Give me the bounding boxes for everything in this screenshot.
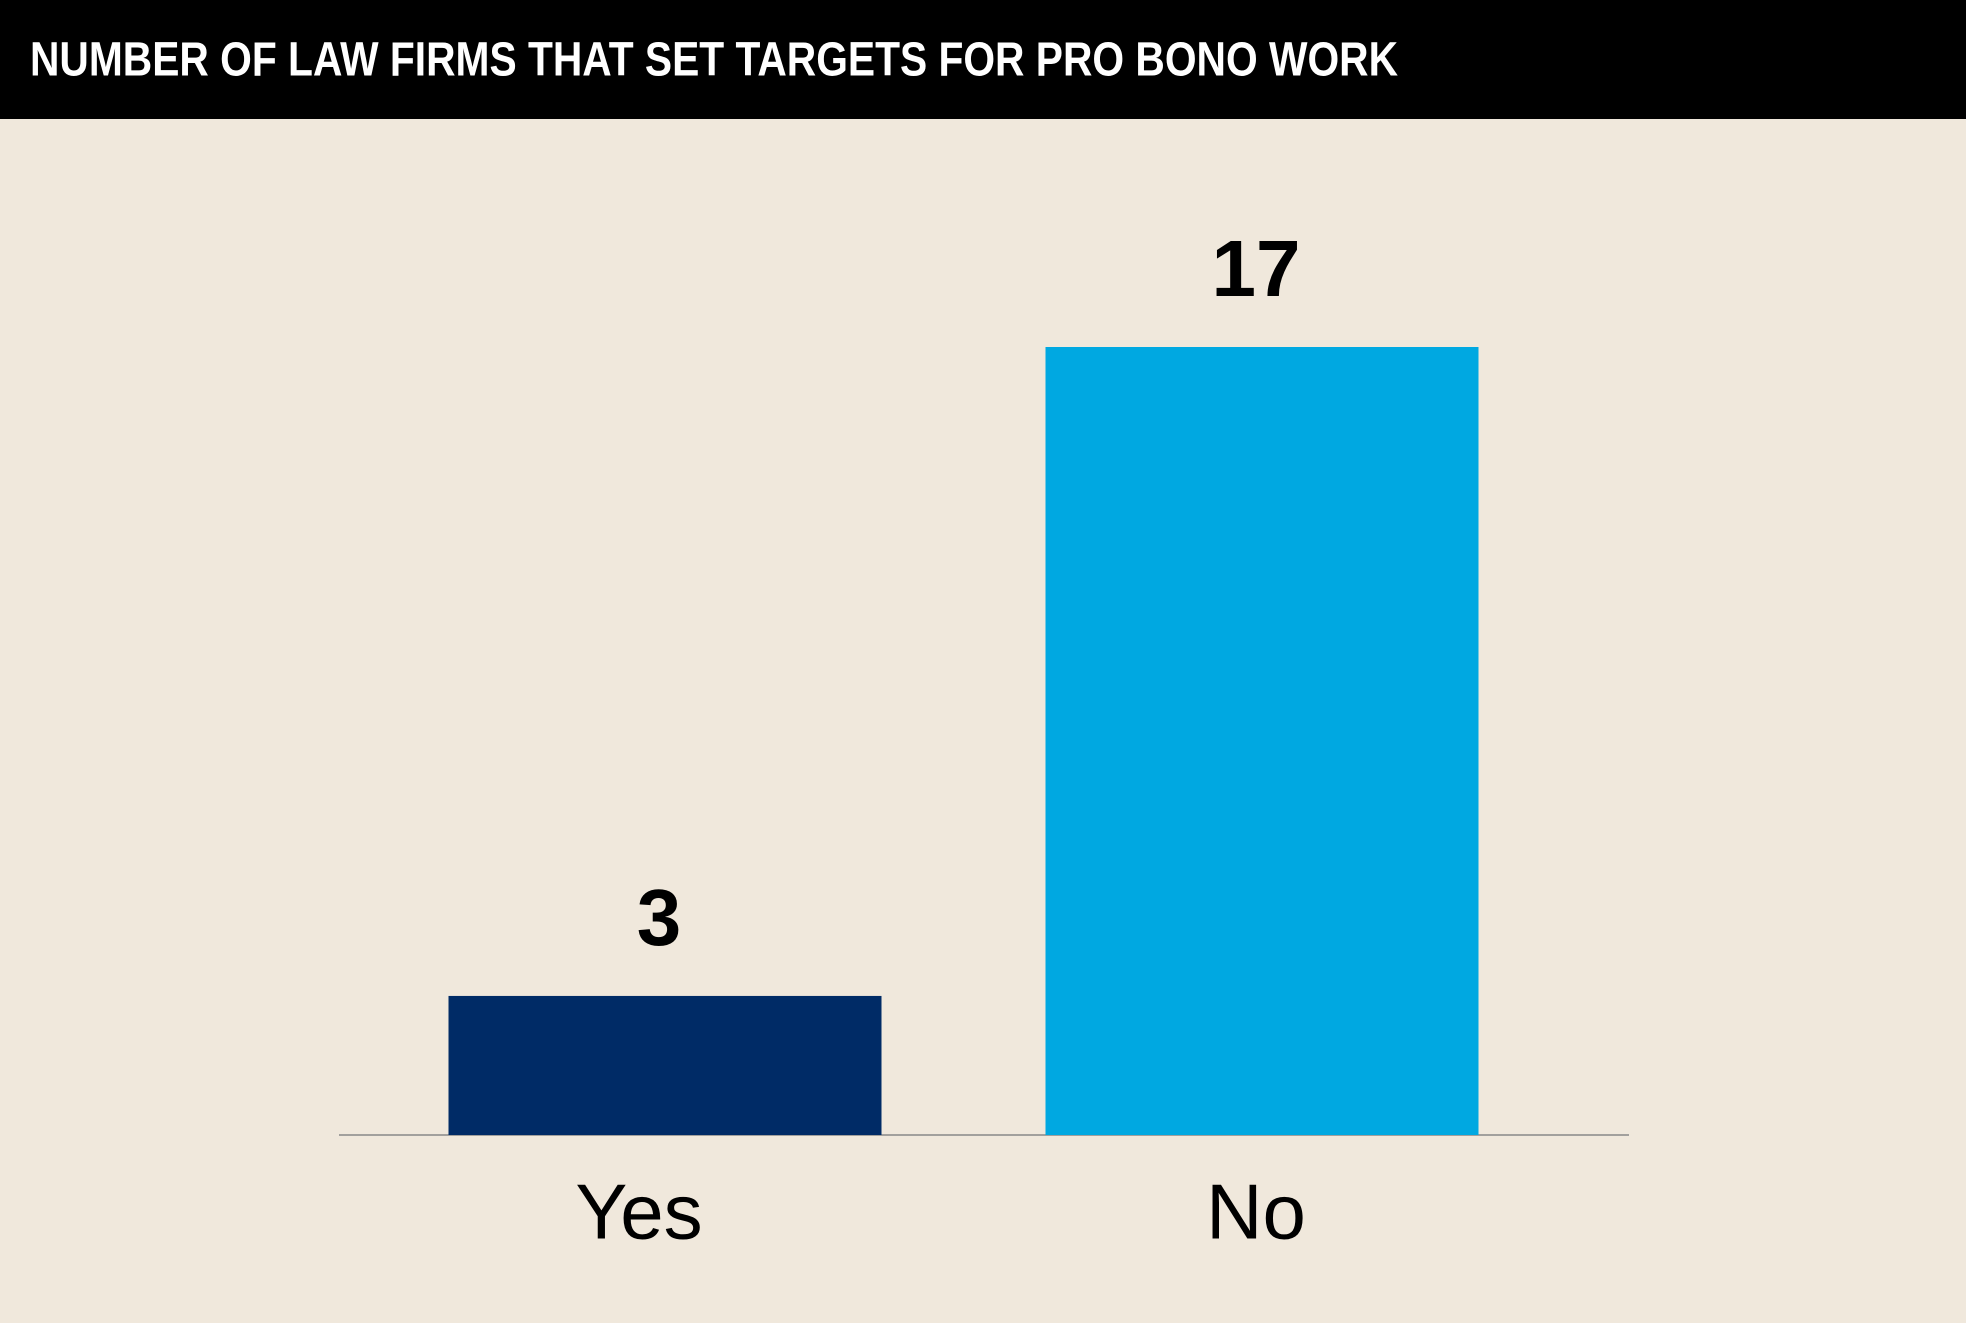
x-tick-label: No [1206,1168,1306,1256]
bar [448,995,882,1135]
chart-title: NUMBER OF LAW FIRMS THAT SET TARGETS FOR… [30,34,1398,87]
x-tick-label: Yes [575,1168,702,1256]
header-bar [0,0,1966,119]
bar [1045,347,1479,1135]
value-label: 17 [1212,224,1301,313]
value-label: 3 [637,873,682,962]
